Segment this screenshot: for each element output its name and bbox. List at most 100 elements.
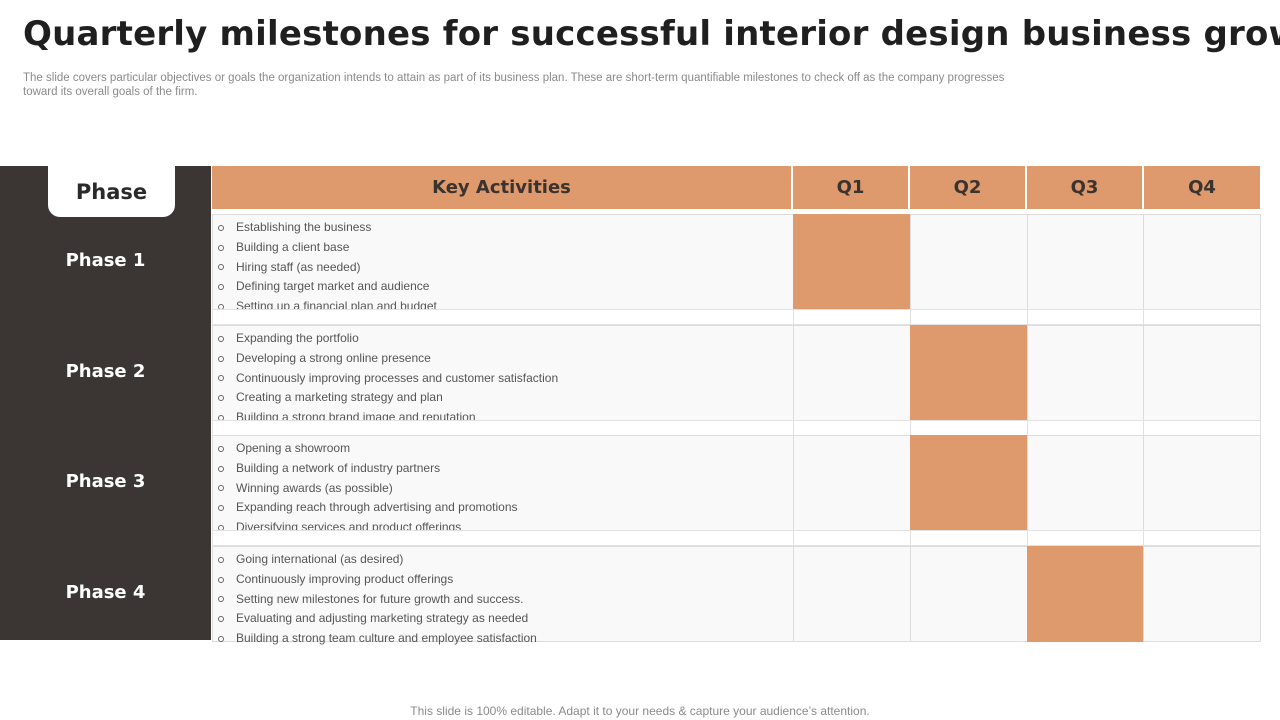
circle-bullet-icon: [218, 505, 224, 512]
spacer-cell: [793, 530, 911, 546]
activity-item: Hiring staff (as needed): [218, 258, 793, 278]
activity-text: Building a strong team culture and emplo…: [236, 631, 537, 646]
activity-item: Opening a showroom: [218, 439, 793, 459]
spacer-cell: [1143, 420, 1261, 436]
activity-item: Building a client base: [218, 238, 793, 258]
quarter-cell-phase-4-q3-active: [1027, 546, 1145, 642]
spacer-cell: [212, 309, 794, 325]
spacer-cell: [1027, 530, 1145, 546]
circle-bullet-icon: [218, 576, 224, 583]
slide-footer: This slide is 100% editable. Adapt it to…: [410, 704, 870, 718]
activity-list: Expanding the portfolio Developing a stro…: [213, 326, 793, 428]
activity-text: Creating a marketing strategy and plan: [236, 390, 443, 405]
activity-text: Continuously improving processes and cus…: [236, 370, 559, 385]
quarter-cell-phase-3-q3: [1027, 435, 1145, 531]
spacer-cell: [910, 530, 1028, 546]
spacer-cell: [793, 420, 911, 436]
spacer-cell: [212, 530, 794, 546]
spacer-cell: [1143, 530, 1261, 546]
circle-bullet-icon: [218, 395, 224, 402]
activity-item: Setting new milestones for future growth…: [218, 590, 793, 610]
quarter-cell-phase-3-q2-active: [910, 435, 1028, 531]
quarter-cell-phase-1-q4: [1143, 214, 1261, 310]
activity-list: Opening a showroom Building a network of …: [213, 436, 793, 538]
activity-text: Expanding reach through advertising and …: [236, 500, 518, 515]
activity-item: Defining target market and audience: [218, 277, 793, 297]
circle-bullet-icon: [218, 375, 224, 382]
quarter-header-q3: Q3: [1027, 166, 1142, 209]
activity-list: Going international (as desired) Continuo…: [213, 547, 793, 649]
spacer-cell: [1027, 309, 1145, 325]
quarter-cell-phase-2-q2-active: [910, 325, 1028, 421]
activities-cell-phase-2: Expanding the portfolio Developing a stro…: [212, 325, 794, 424]
quarter-header-q2: Q2: [910, 166, 1025, 209]
phase-label-3: Phase 3: [65, 471, 146, 492]
activity-item: Establishing the business: [218, 218, 793, 238]
activity-item: Winning awards (as possible): [218, 479, 793, 499]
activity-item: Evaluating and adjusting marketing strat…: [218, 609, 793, 629]
quarter-cell-phase-3-q1: [793, 435, 911, 531]
activity-text: Going international (as desired): [236, 552, 404, 566]
activity-item: Creating a marketing strategy and plan: [218, 388, 793, 408]
quarter-header-q1: Q1: [793, 166, 908, 209]
activity-text: Building a client base: [236, 239, 350, 254]
spacer-cell: [910, 309, 1028, 325]
spacer-cell: [910, 420, 1028, 436]
activity-text: Evaluating and adjusting marketing strat…: [236, 611, 529, 626]
circle-bullet-icon: [218, 485, 224, 492]
activity-item: Developing a strong online presence: [218, 349, 793, 369]
spacer-cell: [212, 420, 794, 436]
quarter-cell-phase-1-q3: [1027, 214, 1145, 310]
key-activities-header: Key Activities: [212, 166, 791, 209]
quarter-cell-phase-4-q2: [910, 546, 1028, 642]
phase-header: Phase: [48, 166, 175, 217]
activity-list: Establishing the business Building a clie…: [213, 215, 793, 317]
phase-label-4: Phase 4: [65, 582, 146, 603]
circle-bullet-icon: [218, 556, 224, 563]
circle-bullet-icon: [218, 445, 224, 452]
quarter-cell-phase-1-q1-active: [793, 214, 911, 310]
activity-item: Continuously improving processes and cus…: [218, 369, 793, 389]
circle-bullet-icon: [218, 636, 224, 643]
spacer-cell: [793, 309, 911, 325]
activity-text: Setting new milestones for future growth…: [236, 591, 524, 606]
phase-label-1: Phase 1: [65, 250, 146, 271]
quarter-header-q4: Q4: [1144, 166, 1260, 209]
circle-bullet-icon: [218, 264, 224, 271]
activities-cell-phase-3: Opening a showroom Building a network of …: [212, 435, 794, 534]
quarter-cell-phase-1-q2: [910, 214, 1028, 310]
circle-bullet-icon: [218, 616, 224, 623]
circle-bullet-icon: [218, 224, 224, 231]
activities-cell-phase-4: Going international (as desired) Continuo…: [212, 546, 794, 645]
circle-bullet-icon: [218, 465, 224, 472]
activity-text: Opening a showroom: [236, 441, 351, 455]
activity-item: Building a network of industry partners: [218, 459, 793, 479]
activity-text: Defining target market and audience: [236, 279, 430, 294]
activity-item: Continuously improving product offerings: [218, 570, 793, 590]
quarter-cell-phase-2-q3: [1027, 325, 1145, 421]
activity-text: Hiring staff (as needed): [236, 259, 361, 274]
circle-bullet-icon: [218, 335, 224, 342]
slide-subtitle: The slide covers particular objectives o…: [23, 72, 1005, 98]
activity-item: Building a strong team culture and emplo…: [218, 629, 793, 649]
spacer-cell: [1027, 420, 1145, 436]
circle-bullet-icon: [218, 244, 224, 251]
activity-text: Winning awards (as possible): [236, 480, 393, 495]
phase-label-2: Phase 2: [65, 361, 146, 382]
slide-title: Quarterly milestones for successful inte…: [23, 14, 1280, 54]
phase-sidebar: Phase Phase 1 Phase 2 Phase 3 Phase 4: [0, 166, 211, 640]
activity-text: Developing a strong online presence: [236, 350, 431, 365]
quarter-cell-phase-2-q1: [793, 325, 911, 421]
activity-text: Building a network of industry partners: [236, 460, 441, 475]
activity-text: Establishing the business: [236, 220, 372, 234]
quarter-cell-phase-4-q4: [1143, 546, 1261, 642]
activity-item: Expanding the portfolio: [218, 329, 793, 349]
activity-text: Continuously improving product offerings: [236, 571, 454, 586]
quarter-cell-phase-4-q1: [793, 546, 911, 642]
quarter-cell-phase-3-q4: [1143, 435, 1261, 531]
circle-bullet-icon: [218, 596, 224, 603]
activity-item: Going international (as desired): [218, 550, 793, 570]
activity-item: Expanding reach through advertising and …: [218, 498, 793, 518]
spacer-cell: [1143, 309, 1261, 325]
circle-bullet-icon: [218, 284, 224, 291]
